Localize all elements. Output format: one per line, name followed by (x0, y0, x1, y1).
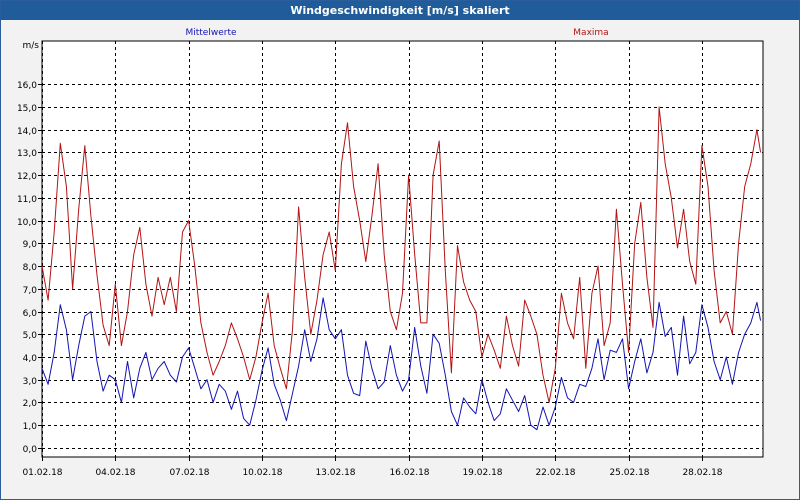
y-tick-label: 14,0 (17, 127, 37, 137)
x-tick-label: 01.02.18 (22, 468, 62, 478)
y-tick-label: 7,0 (23, 286, 38, 296)
window-title: Windgeschwindigkeit [m/s] skaliert (1, 1, 799, 20)
y-tick-label: 8,0 (23, 263, 38, 273)
y-tick-label: 10,0 (17, 218, 37, 228)
y-tick-label: 1,0 (23, 422, 38, 432)
y-tick-label: 15,0 (17, 104, 37, 114)
x-tick-label: 16.02.18 (389, 468, 429, 478)
y-tick-label: 2,0 (23, 399, 38, 409)
x-tick-label: 19.02.18 (462, 468, 502, 478)
x-tick-label: 10.02.18 (242, 468, 282, 478)
y-tick-label: 13,0 (17, 149, 37, 159)
y-tick-label: 11,0 (17, 195, 37, 205)
y-tick-label: 16,0 (17, 81, 37, 91)
y-tick-label: 9,0 (23, 240, 38, 250)
legend-mittelwerte: Mittelwerte (185, 28, 236, 38)
x-tick-label: 28.02.18 (682, 468, 722, 478)
x-tick-label: 07.02.18 (169, 468, 209, 478)
y-axis-label: m/s (23, 41, 40, 51)
y-tick-label: 5,0 (23, 331, 38, 341)
legend-maxima: Maxima (573, 28, 608, 38)
x-tick-label: 04.02.18 (95, 468, 135, 478)
y-tick-label: 6,0 (23, 309, 38, 319)
series-line-maxima (41, 106, 762, 403)
y-tick-label: 0,0 (23, 445, 38, 455)
series-line-mittelwerte (41, 297, 762, 431)
x-tick-label: 22.02.18 (535, 468, 575, 478)
x-tick-label: 25.02.18 (609, 468, 649, 478)
x-tick-label: 13.02.18 (315, 468, 355, 478)
y-tick-label: 4,0 (23, 354, 38, 364)
plot-area (41, 40, 764, 458)
y-tick-label: 12,0 (17, 172, 37, 182)
y-tick-label: 3,0 (23, 377, 38, 387)
